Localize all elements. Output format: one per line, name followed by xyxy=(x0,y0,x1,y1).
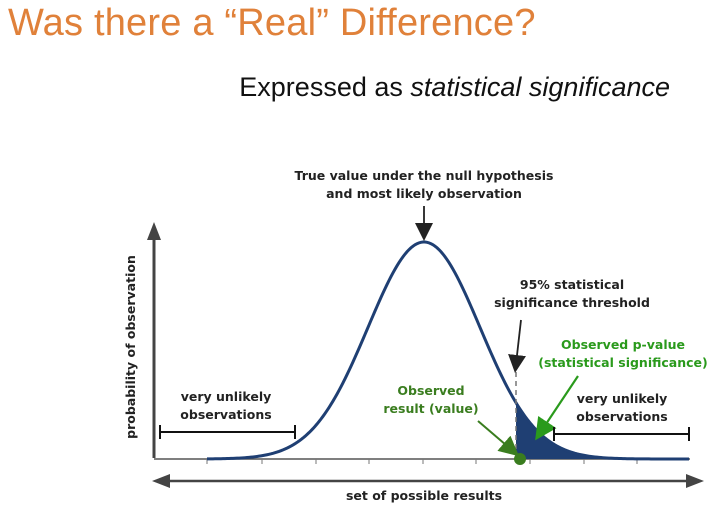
subtitle-italic: statistical significance xyxy=(410,72,670,102)
left-tail-bracket xyxy=(159,425,296,439)
results-range-arrow xyxy=(152,474,704,488)
right-tail-bracket xyxy=(553,427,690,441)
slide-subtitle: Expressed as statistical significance xyxy=(239,72,670,103)
threshold-label-line2: significance threshold xyxy=(494,295,650,310)
threshold-arrow xyxy=(508,319,526,373)
baseline-ticks xyxy=(206,459,638,464)
bell-curve xyxy=(206,240,689,461)
null-label-line1: True value under the null hypothesis xyxy=(295,168,554,183)
right-tail-label-line1: very unlikely xyxy=(577,391,668,406)
threshold-label-line1: 95% statistical xyxy=(520,277,624,292)
observed-label-line1: Observed xyxy=(397,383,464,398)
x-axis-label: set of possible results xyxy=(346,488,502,503)
left-tail-label-line2: observations xyxy=(180,407,271,422)
slide-title: Was there a “Real” Difference? xyxy=(8,2,536,44)
y-axis-label: probability of observation xyxy=(123,255,138,439)
null-label-line2: and most likely observation xyxy=(326,186,522,201)
observed-arrow xyxy=(477,420,520,457)
p-value-label-line2: (statistical significance) xyxy=(538,355,707,370)
observed-result-dot xyxy=(514,453,526,465)
p-value-label-line1: Observed p-value xyxy=(561,337,685,352)
p-value-area xyxy=(516,402,600,459)
subtitle-plain: Expressed as xyxy=(239,72,411,102)
observed-label-line2: result (value) xyxy=(383,401,478,416)
y-axis-arrowhead xyxy=(147,222,161,240)
right-tail-label-line2: observations xyxy=(576,409,667,424)
p-value-arrow xyxy=(535,375,579,441)
left-tail-label-line1: very unlikely xyxy=(181,389,272,404)
